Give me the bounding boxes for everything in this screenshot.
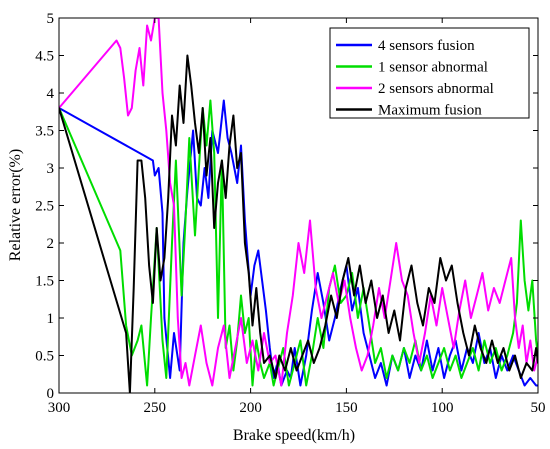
series-line-2 xyxy=(59,99,538,387)
y-tick-label: 1.5 xyxy=(35,274,54,290)
y-axis-title: Relative error(%) xyxy=(7,149,24,261)
y-tick-label: 2.5 xyxy=(35,199,54,215)
y-tick-label: 0 xyxy=(47,386,55,402)
x-tick-label: 250 xyxy=(144,400,167,416)
ticks-layer: 300 250 200 150 100 50 0 0.5 1 1.5 2 2.5 3 3.5 4 4.5 5 xyxy=(35,11,545,416)
series-line-3 xyxy=(59,18,538,387)
x-tick-label: 50 xyxy=(531,400,546,416)
x-tick-label: 200 xyxy=(239,400,262,416)
legend-label-4: Maximum fusion xyxy=(378,103,482,119)
y-tick-label: 0.5 xyxy=(35,349,54,365)
series-line-4 xyxy=(59,54,538,393)
series-layer xyxy=(59,18,538,393)
x-tick-label: 300 xyxy=(48,400,71,416)
legend-label-3: 2 sensors abnormal xyxy=(378,81,494,97)
legend: 4 sensors fusion 1 sensor abnormal 2 senso… xyxy=(329,27,530,119)
y-tick-label: 5 xyxy=(47,11,55,27)
y-tick-label: 2 xyxy=(47,236,55,252)
x-tick-label: 100 xyxy=(431,400,454,416)
x-tick-label: 150 xyxy=(335,400,358,416)
y-tick-label: 4 xyxy=(47,86,55,102)
legend-box xyxy=(329,27,530,119)
legend-label-2: 1 sensor abnormal xyxy=(378,60,488,76)
x-axis-title: Brake speed(km/h) xyxy=(233,427,355,444)
y-tick-label: 3.5 xyxy=(35,124,54,140)
y-tick-label: 1 xyxy=(47,311,55,327)
y-tick-label: 4.5 xyxy=(35,49,54,65)
y-tick-label: 3 xyxy=(47,161,55,177)
legend-label-1: 4 sensors fusion xyxy=(378,38,475,54)
